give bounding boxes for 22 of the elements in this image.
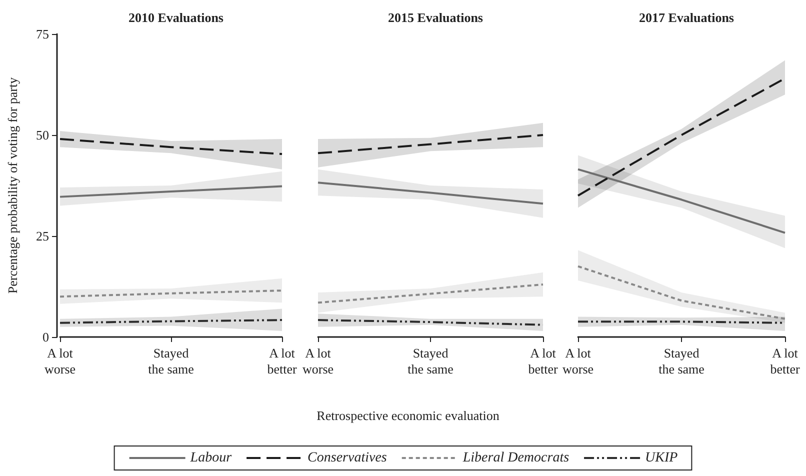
chart-title: 2010 Evaluations (128, 10, 224, 25)
y-axis-title: Percentage probability of voting for party (5, 76, 20, 294)
chart-title: 2017 Evaluations (639, 10, 734, 25)
legend-label: UKIP (645, 450, 678, 466)
y-tick-label: 75 (36, 26, 49, 42)
chart-title: 2015 Evaluations (388, 10, 483, 25)
x-tick-label: A lot worse (562, 346, 594, 376)
x-tick-label: A lot better (528, 346, 558, 376)
x-tick-label: A lot better (267, 346, 298, 376)
x-tick-label: Stayed the same (408, 346, 454, 376)
y-tick-label: 0 (42, 330, 49, 344)
x-tick-label: A lot worse (44, 346, 76, 376)
legend-label: Labour (189, 450, 232, 466)
x-tick-label: A lot worse (302, 346, 334, 376)
y-tick-label: 25 (36, 228, 49, 244)
legend-label: Conservatives (308, 450, 388, 466)
legend-label: Liberal Democrats (462, 450, 570, 466)
x-tick-label: Stayed the same (148, 346, 194, 376)
x-tick-label: Stayed the same (658, 346, 705, 376)
y-tick-label: 50 (36, 128, 49, 142)
x-tick-label: A lot better (770, 346, 800, 376)
x-axis-title: Retrospective economic evaluation (316, 408, 500, 423)
